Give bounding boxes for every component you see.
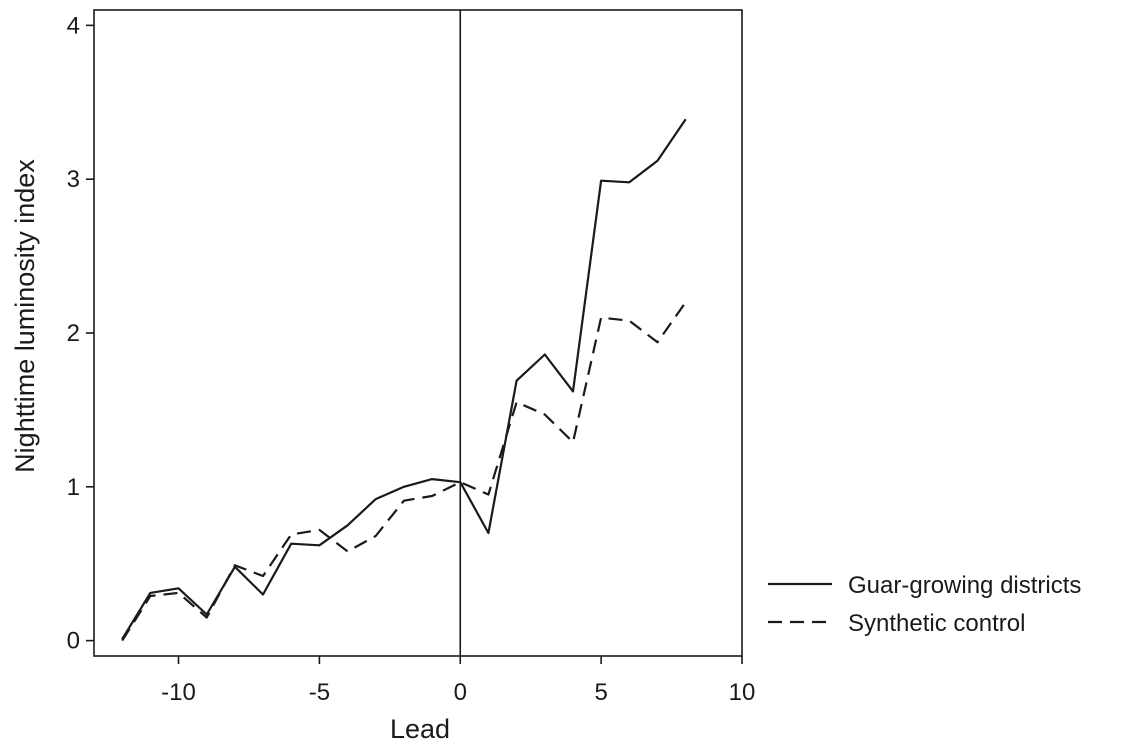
- y-axis-title: Nighttime luminosity index: [10, 159, 40, 473]
- plot-frame: [93, 9, 743, 657]
- y-axis: 0 1 2 3 4: [67, 12, 94, 655]
- x-tick-label: 0: [454, 679, 467, 706]
- y-tick-label: 4: [67, 12, 80, 39]
- x-axis-title: Lead: [390, 714, 450, 744]
- x-tick-label: -5: [309, 679, 330, 706]
- y-tick-label: 0: [67, 628, 80, 655]
- plot-area: [93, 9, 743, 657]
- x-axis: -10 -5 0 5 10: [161, 656, 755, 706]
- y-tick-label: 1: [67, 474, 80, 501]
- guar-districts-line: [121, 118, 687, 640]
- y-tick-label: 3: [67, 166, 80, 193]
- x-tick-label: 10: [729, 679, 756, 706]
- synthetic-control-line: [121, 301, 687, 642]
- x-tick-label: 5: [594, 679, 607, 706]
- series-lines: [121, 118, 687, 642]
- legend: Guar-growing districts Synthetic control: [768, 572, 1081, 637]
- y-tick-label: 2: [67, 320, 80, 347]
- legend-label: Guar-growing districts: [848, 572, 1081, 599]
- legend-label: Synthetic control: [848, 610, 1025, 637]
- x-tick-label: -10: [161, 679, 196, 706]
